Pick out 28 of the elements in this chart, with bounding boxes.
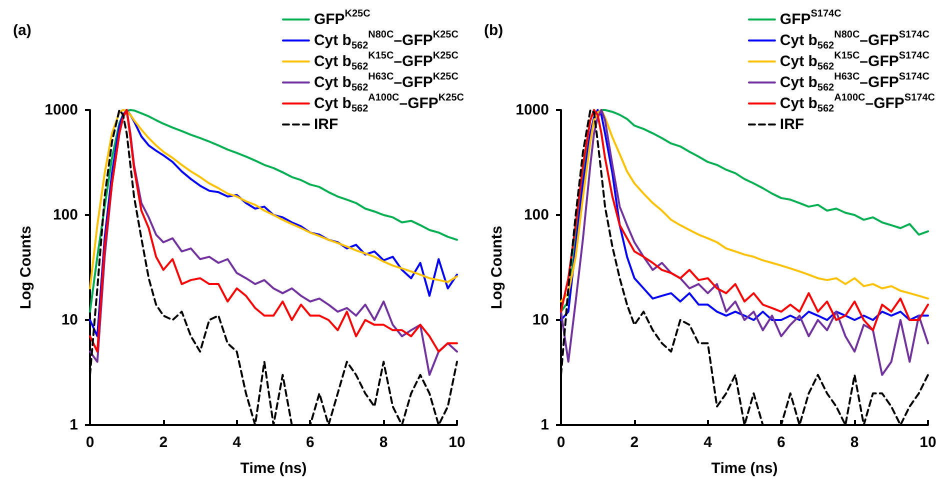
x-axis-title: Time (ns) (240, 460, 307, 477)
x-tick-label: 2 (159, 434, 168, 451)
y-tick-label: 1 (70, 416, 78, 434)
y-tick-label: 1 (540, 416, 549, 434)
x-tick-label: 0 (86, 434, 94, 451)
x-tick-label: 8 (379, 434, 388, 451)
x-axis-title: Time (ns) (711, 460, 778, 477)
y-tick-label: 1000 (516, 102, 549, 118)
y-tick-label: 10 (532, 312, 549, 328)
x-tick-label: 6 (777, 434, 786, 451)
y-axis-title: Log Counts (488, 226, 506, 310)
x-tick-label: 8 (850, 434, 859, 451)
x-tick-label: 2 (630, 434, 639, 451)
chart-title: (b) (484, 22, 504, 39)
y-tick-label: 100 (52, 206, 78, 224)
x-tick-label: 4 (704, 434, 713, 451)
y-tick-label: 1000 (44, 102, 78, 118)
x-tick-label: 10 (920, 434, 936, 451)
x-tick-label: 6 (306, 434, 314, 451)
chart-title: (a) (13, 22, 32, 39)
x-tick-label: 4 (232, 434, 242, 451)
legend-label: IRF (314, 116, 338, 133)
y-tick-label: 10 (61, 312, 78, 328)
legend-label: IRF (780, 116, 804, 133)
x-tick-label: 10 (448, 434, 466, 451)
y-axis-title: Log Counts (18, 226, 35, 310)
y-tick-label: 100 (524, 206, 549, 224)
x-tick-label: 0 (556, 434, 566, 451)
